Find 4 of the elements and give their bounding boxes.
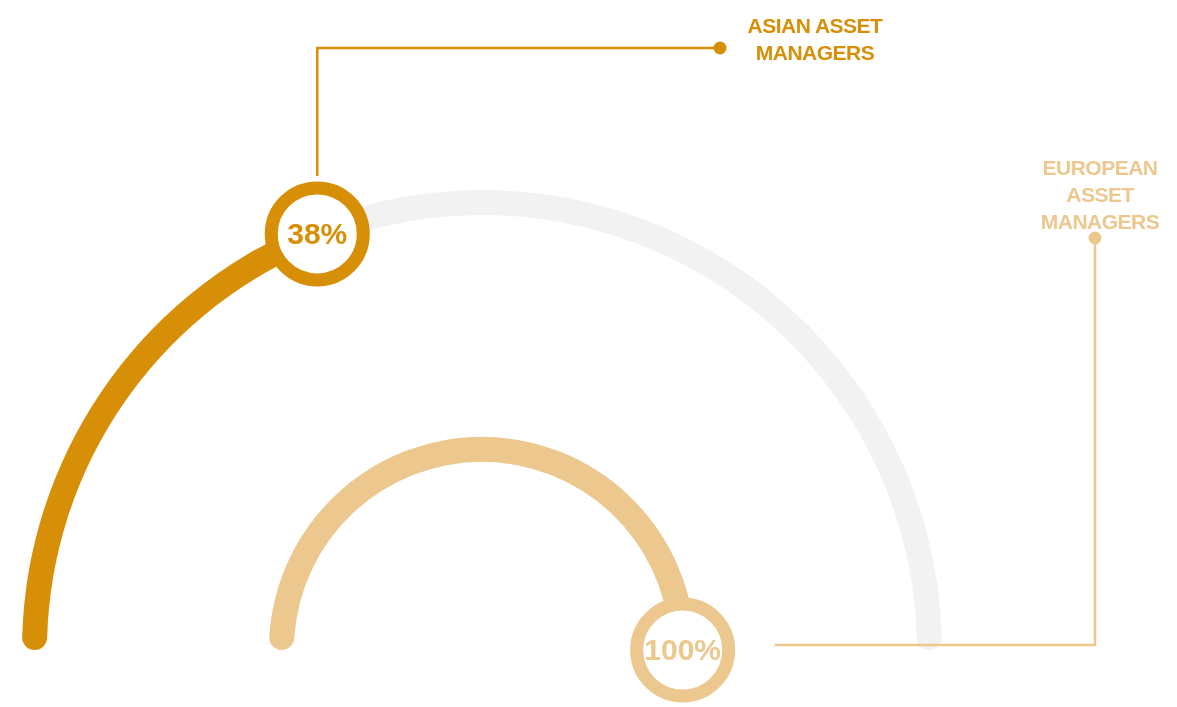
- data-label: 100%: [644, 633, 721, 667]
- category-label: ASIAN ASSET MANAGERS: [746, 13, 884, 66]
- category-label: EUROPEAN ASSET MANAGERS: [1039, 155, 1161, 235]
- data-label: 38%: [287, 217, 348, 251]
